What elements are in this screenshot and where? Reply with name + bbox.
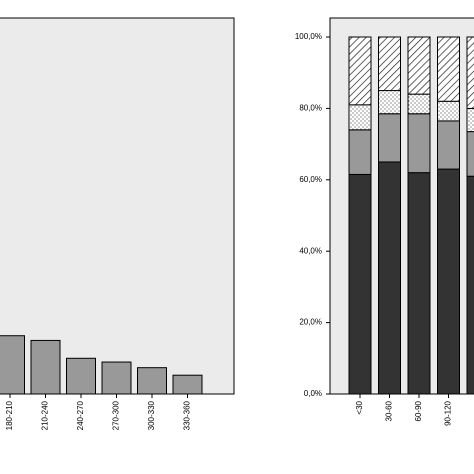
right-bar-segment-dark [348,173,372,395]
right-bar-segment-dark [466,175,474,395]
left-x-tick-label: 240-270 [76,400,85,430]
right-bar-segment-hatched [407,36,431,95]
right-bar-segment-dark [437,168,460,395]
left-bar [66,357,96,395]
right-y-tick-label: 0,0% [304,389,322,398]
right-x-tick-labels: <30 30-60 60-90 90-120 [355,400,453,425]
right-bar-segment-hatched [348,36,372,106]
left-plot-area [0,17,235,395]
right-bar-segment-dark [407,172,431,395]
right-y-tick-label: 20,0% [299,318,322,327]
right-y-ticks: 0,0% 20,0% 40,0% 60,0% 80,0% 100,0% [295,32,330,398]
right-x-tick-label: 90-120 [444,400,453,425]
left-bar [172,374,203,395]
right-bar-segment-gray [437,120,460,170]
left-x-tick-label: 300-330 [147,400,156,430]
right-y-tick-label: 40,0% [299,246,322,255]
right-chart: 0,0% 20,0% 40,0% 60,0% 80,0% 100,0% <30 30-60 6… [295,17,474,426]
right-x-ticks [359,394,449,398]
left-bar [0,335,25,395]
right-bar-segment-dark [378,161,401,395]
right-x-tick-label: <30 [355,400,364,414]
left-x-tick-label: 210-240 [41,400,50,430]
left-x-tick-label: 270-300 [112,400,121,430]
right-bar-segment-hatched [378,36,401,92]
right-bar-segment-gray [407,113,431,174]
left-bar [30,339,61,395]
right-y-tick-label: 80,0% [299,104,322,113]
left-bar [101,361,132,395]
right-x-tick-label: 60-90 [414,400,423,421]
left-bar [137,367,167,395]
right-bar-segment-hatched [466,36,474,109]
right-bar-segment-dotted [378,90,401,115]
right-bar-segment-dotted [348,104,372,131]
left-chart: 180-210 210-240 240-270 270-300 300-330 330-3… [0,17,235,430]
right-x-tick-label: 30-60 [385,400,394,421]
right-y-tick-label: 60,0% [299,175,322,184]
right-bar-segment-dotted [466,107,474,133]
left-x-tick-labels: 180-210 210-240 240-270 270-300 300-330 330-3… [5,400,192,430]
right-bars [348,36,474,395]
right-bar-segment-gray [466,131,474,177]
right-bar-segment-dotted [407,93,431,115]
right-bar-segment-gray [348,129,372,175]
left-x-tick-label: 180-210 [5,400,14,430]
left-x-ticks [9,394,188,398]
left-bars [0,335,203,395]
right-bar-segment-gray [378,113,401,163]
right-y-tick-label: 100,0% [295,32,322,41]
left-x-tick-label: 330-360 [183,400,192,430]
right-bar-segment-hatched [437,36,460,102]
right-bar-segment-dotted [437,100,460,122]
